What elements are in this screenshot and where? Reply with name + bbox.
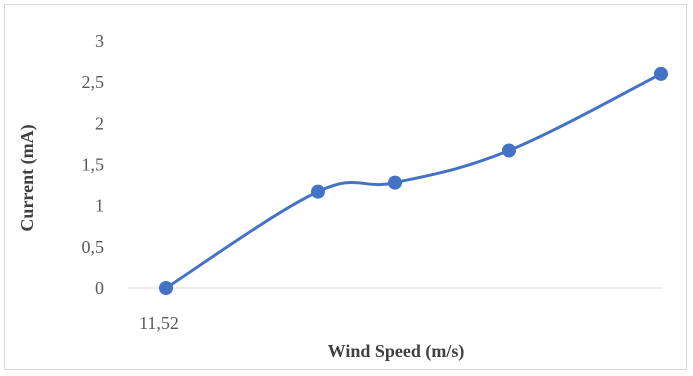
x-axis-title: Wind Speed (m/s) (328, 341, 465, 362)
y-axis-title: Current (mA) (17, 124, 38, 231)
chart-frame (4, 4, 687, 370)
y-tick-label: 2 (95, 113, 104, 133)
y-tick-label: 2,5 (82, 72, 105, 92)
y-tick-label: 0 (95, 278, 104, 298)
y-tick-label: 1,5 (82, 155, 105, 175)
data-point (654, 66, 668, 81)
x-tick-label: 11,52 (139, 313, 179, 333)
y-tick-label: 0,5 (82, 237, 105, 257)
y-axis-ticks: 0 0,5 1 1,5 2 2,5 3 (82, 31, 105, 298)
data-point (502, 143, 516, 158)
data-point (159, 281, 173, 295)
data-point (311, 184, 325, 199)
data-points (159, 66, 668, 295)
data-point (388, 175, 402, 190)
series-line (164, 72, 663, 290)
y-tick-label: 1 (95, 196, 104, 216)
y-tick-label: 3 (95, 31, 104, 51)
x-axis-ticks: 11,52 (139, 313, 179, 333)
